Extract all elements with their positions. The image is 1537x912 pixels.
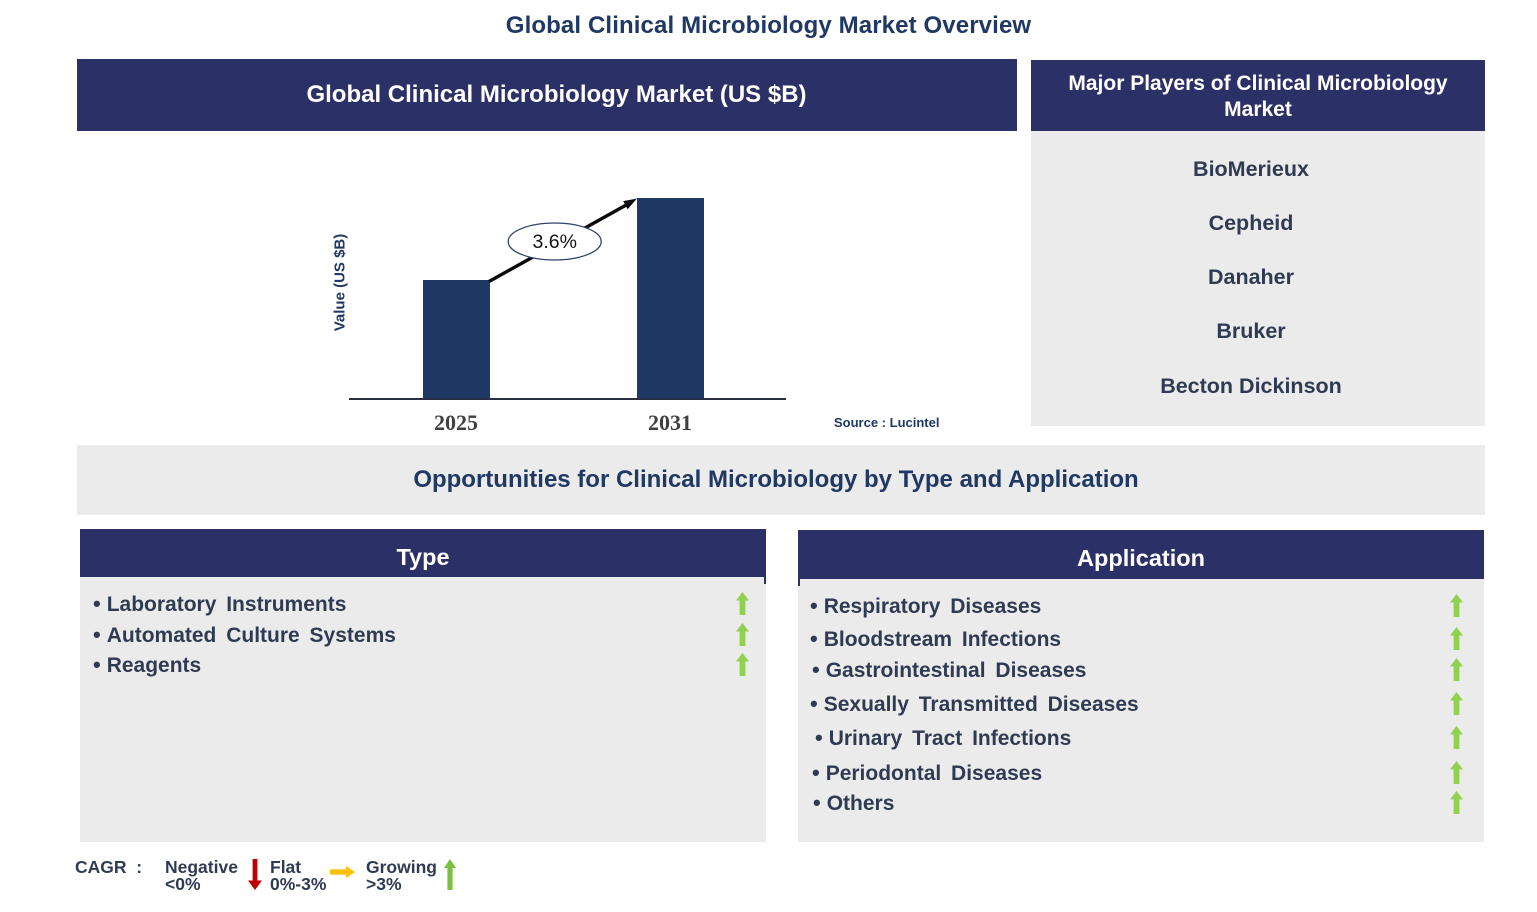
svg-text:3.6%: 3.6%: [532, 231, 576, 253]
